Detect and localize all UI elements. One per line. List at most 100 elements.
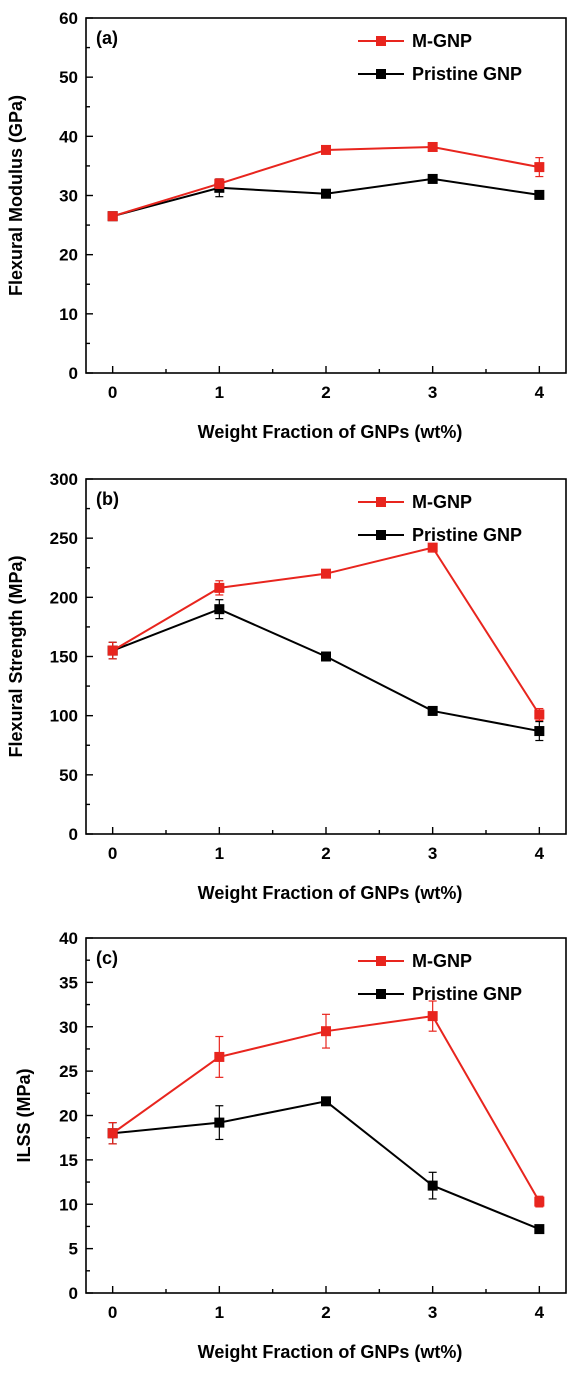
x-tick-label: 3 <box>428 844 437 863</box>
legend-label: Pristine GNP <box>412 984 522 1004</box>
y-tick-label: 5 <box>69 1240 78 1259</box>
data-point <box>107 645 118 656</box>
data-point <box>321 651 331 662</box>
y-tick-label: 0 <box>69 825 78 844</box>
legend-entry: Pristine GNP <box>358 984 522 1004</box>
legend-entry: Pristine GNP <box>358 525 522 545</box>
y-tick-label: 50 <box>59 68 78 87</box>
data-point <box>534 709 545 720</box>
data-point <box>214 1117 225 1128</box>
data-point <box>321 1096 331 1107</box>
y-tick-label: 0 <box>69 364 78 383</box>
data-point <box>107 1128 118 1139</box>
data-point <box>321 1026 331 1037</box>
legend-label: M-GNP <box>412 951 472 971</box>
legend-entry: M-GNP <box>358 31 472 51</box>
panel-label: (b) <box>96 489 119 509</box>
data-point <box>534 162 545 173</box>
x-tick-label: 4 <box>535 844 545 863</box>
data-point <box>427 173 438 184</box>
x-tick-label: 1 <box>215 1303 224 1322</box>
legend-marker <box>376 36 386 46</box>
legend-entry: M-GNP <box>358 951 472 971</box>
x-axis-label: Weight Fraction of GNPs (wt%) <box>198 1342 463 1362</box>
x-tick-label: 3 <box>428 1303 437 1322</box>
series-line <box>112 1100 540 1231</box>
y-tick-label: 40 <box>59 929 78 948</box>
data-point <box>214 582 225 593</box>
data-point <box>321 188 331 199</box>
y-tick-label: 100 <box>50 707 78 726</box>
x-tick-label: 0 <box>108 844 117 863</box>
legend-marker <box>376 989 386 999</box>
panel-label: (c) <box>96 948 118 968</box>
x-tick-label: 2 <box>321 844 330 863</box>
legend-label: Pristine GNP <box>412 64 522 84</box>
y-tick-label: 15 <box>59 1151 78 1170</box>
legend-marker <box>376 530 386 540</box>
panel-label: (a) <box>96 28 118 48</box>
y-tick-label: 35 <box>59 973 78 992</box>
legend-marker <box>376 497 386 507</box>
legend-entry: Pristine GNP <box>358 64 522 84</box>
data-point <box>534 1196 545 1207</box>
series-m-gnp <box>107 141 545 222</box>
y-tick-label: 30 <box>59 187 78 206</box>
chart-panel-1: 0 10 20 30 40 50 60 0 1 2 3 4 Weight Fraction of GNP… <box>6 9 567 442</box>
x-tick-label: 3 <box>428 383 437 402</box>
y-tick-label: 20 <box>59 246 78 265</box>
data-point <box>214 604 225 615</box>
legend-label: M-GNP <box>412 31 472 51</box>
y-tick-label: 20 <box>59 1107 78 1126</box>
series-m-gnp <box>107 542 545 722</box>
data-point <box>534 726 545 737</box>
legend-marker <box>376 69 386 79</box>
data-point <box>427 705 438 716</box>
series-pristine-gnp <box>107 1096 545 1235</box>
x-tick-label: 2 <box>321 1303 330 1322</box>
data-point <box>107 211 118 222</box>
data-point <box>427 141 438 152</box>
x-tick-label: 2 <box>321 383 330 402</box>
x-tick-label: 1 <box>215 383 224 402</box>
series-m-gnp <box>107 1000 545 1208</box>
legend-label: M-GNP <box>412 492 472 512</box>
y-tick-label: 0 <box>69 1284 78 1303</box>
y-tick-label: 150 <box>50 648 78 667</box>
data-point <box>427 542 438 553</box>
x-tick-label: 4 <box>535 1303 545 1322</box>
x-axis-label: Weight Fraction of GNPs (wt%) <box>198 422 463 442</box>
y-tick-label: 300 <box>50 470 78 489</box>
legend-label: Pristine GNP <box>412 525 522 545</box>
x-axis-label: Weight Fraction of GNPs (wt%) <box>198 883 463 903</box>
y-tick-label: 10 <box>59 305 78 324</box>
data-point <box>534 1224 545 1235</box>
y-tick-label: 60 <box>59 9 78 28</box>
y-tick-label: 40 <box>59 127 78 146</box>
data-point <box>427 1011 438 1022</box>
data-point <box>214 178 225 189</box>
y-axis-label: Flexural Strength (MPa) <box>6 555 26 757</box>
x-tick-label: 1 <box>215 844 224 863</box>
data-point <box>427 1180 438 1191</box>
series-line <box>112 145 540 218</box>
y-tick-label: 200 <box>50 588 78 607</box>
legend-marker <box>376 956 386 966</box>
series-line <box>112 608 540 733</box>
data-point <box>534 189 545 200</box>
x-tick-label: 0 <box>108 383 117 402</box>
data-point <box>321 144 331 155</box>
y-axis-label: ILSS (MPa) <box>14 1068 34 1162</box>
chart-panel-3: 0 5 10 15 20 25 30 35 40 0 1 2 3 4 Weight Fraction of … <box>14 929 567 1362</box>
chart-panel-2: 0 50 100 150 200 250 300 0 1 2 3 4 Weight Fraction o… <box>6 470 567 903</box>
x-tick-label: 4 <box>535 383 545 402</box>
y-tick-label: 50 <box>59 766 78 785</box>
y-tick-label: 25 <box>59 1062 78 1081</box>
y-tick-label: 10 <box>59 1195 78 1214</box>
legend-entry: M-GNP <box>358 492 472 512</box>
data-point <box>321 568 331 579</box>
y-axis-label: Flexural Modulus (GPa) <box>6 95 26 296</box>
y-tick-label: 30 <box>59 1018 78 1037</box>
y-tick-label: 250 <box>50 529 78 548</box>
